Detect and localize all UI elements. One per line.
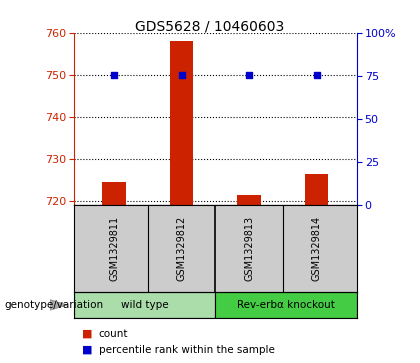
Text: Rev-erbα knockout: Rev-erbα knockout	[237, 300, 335, 310]
Text: GSM1329813: GSM1329813	[244, 216, 254, 281]
Text: GSM1329814: GSM1329814	[312, 216, 321, 281]
Bar	[74, 292, 215, 318]
Bar	[215, 292, 357, 318]
Bar	[170, 41, 193, 205]
Point	[110, 72, 117, 78]
Text: GDS5628 / 10460603: GDS5628 / 10460603	[135, 20, 285, 34]
Text: ■: ■	[82, 344, 92, 355]
Point	[313, 72, 320, 78]
Polygon shape	[50, 300, 67, 310]
Bar	[102, 182, 126, 205]
Point	[246, 72, 252, 78]
Text: ■: ■	[82, 329, 92, 339]
Text: wild type: wild type	[121, 300, 168, 310]
Bar	[237, 195, 261, 205]
Text: GSM1329812: GSM1329812	[176, 216, 186, 281]
Point	[178, 72, 185, 78]
Text: GSM1329811: GSM1329811	[109, 216, 119, 281]
Text: genotype/variation: genotype/variation	[4, 300, 103, 310]
Text: percentile rank within the sample: percentile rank within the sample	[99, 344, 275, 355]
Bar	[304, 174, 328, 205]
Text: count: count	[99, 329, 128, 339]
